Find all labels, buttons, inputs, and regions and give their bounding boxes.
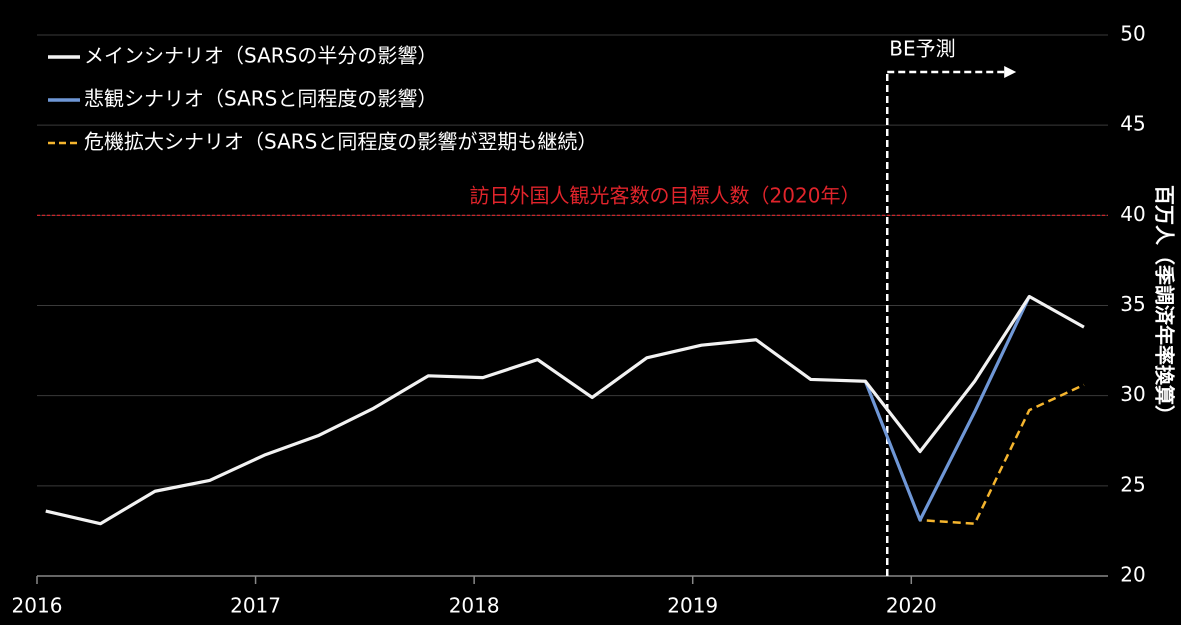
forecast-label: BE予測 [889, 37, 955, 61]
x-tick-label: 2016 [12, 594, 63, 618]
y-tick-label: 35 [1120, 292, 1145, 316]
y-tick-label: 25 [1120, 472, 1145, 496]
series-line [863, 295, 1031, 522]
series-line [864, 380, 1085, 525]
y-axis-title: 百万人（季調済年率換算） [1153, 185, 1177, 425]
legend-label: メインシナリオ（SARSの半分の影響） [84, 44, 437, 68]
y-tick-label: 45 [1120, 112, 1145, 136]
y-tick-label: 30 [1120, 382, 1145, 406]
y-tick-label: 20 [1120, 563, 1145, 587]
x-tick-label: 2017 [230, 594, 281, 618]
series-line [45, 294, 1085, 526]
x-tick-label: 2019 [667, 594, 718, 618]
y-tick-label: 50 [1120, 22, 1145, 46]
legend-label: 危機拡大シナリオ（SARSと同程度の影響が翌期も継続） [84, 130, 597, 154]
arrow-head [1004, 66, 1017, 78]
x-tick-label: 2020 [886, 594, 937, 618]
legend-label: 悲観シナリオ（SARSと同程度の影響） [84, 87, 437, 111]
y-tick-label: 40 [1120, 202, 1145, 226]
target-label: 訪日外国人観光客数の目標人数（2020年） [470, 184, 861, 208]
x-tick-label: 2018 [449, 594, 500, 618]
